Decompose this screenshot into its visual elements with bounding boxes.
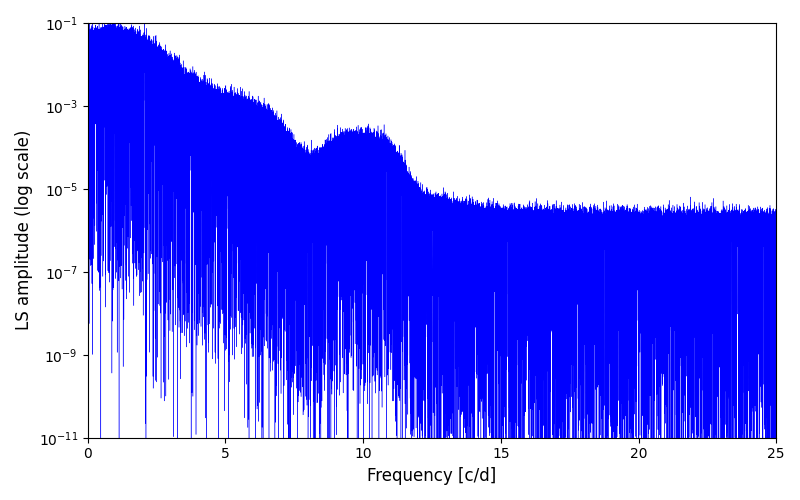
Y-axis label: LS amplitude (log scale): LS amplitude (log scale)	[15, 130, 33, 330]
X-axis label: Frequency [c/d]: Frequency [c/d]	[367, 467, 497, 485]
